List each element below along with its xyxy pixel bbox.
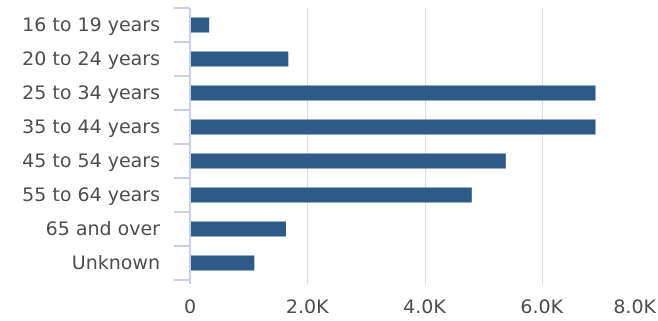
category-label: 65 and over [46, 218, 161, 240]
bar-20-to-24-years [191, 51, 289, 67]
category-label: 16 to 19 years [22, 14, 160, 36]
category-label: 55 to 64 years [22, 184, 160, 206]
bars [191, 17, 596, 271]
bar-55-to-64-years [191, 187, 472, 203]
bar-35-to-44-years [191, 119, 596, 135]
category-label: 20 to 24 years [22, 48, 160, 70]
category-label: 45 to 54 years [22, 150, 160, 172]
gridlines [307, 8, 543, 284]
bar-25-to-34-years [191, 85, 596, 101]
x-tick-label: 4.0K [403, 296, 446, 318]
bar-45-to-54-years [191, 153, 506, 169]
category-labels: 16 to 19 years 20 to 24 years 25 to 34 yea… [22, 14, 160, 274]
x-tick-labels: 0 2.0K 4.0K 6.0K 8.0K [184, 296, 657, 318]
bar-unknown [191, 255, 255, 271]
x-tick-label: 2.0K [286, 296, 329, 318]
bar-65-and-over [191, 221, 286, 237]
bar-16-to-19-years [191, 17, 210, 33]
x-tick-label: 0 [184, 296, 196, 318]
category-axis [174, 7, 191, 284]
category-label: 25 to 34 years [22, 82, 160, 104]
x-tick-label: 6.0K [520, 296, 563, 318]
x-tick-label: 8.0K [613, 296, 656, 318]
category-label: Unknown [72, 252, 160, 274]
category-label: 35 to 44 years [22, 116, 160, 138]
